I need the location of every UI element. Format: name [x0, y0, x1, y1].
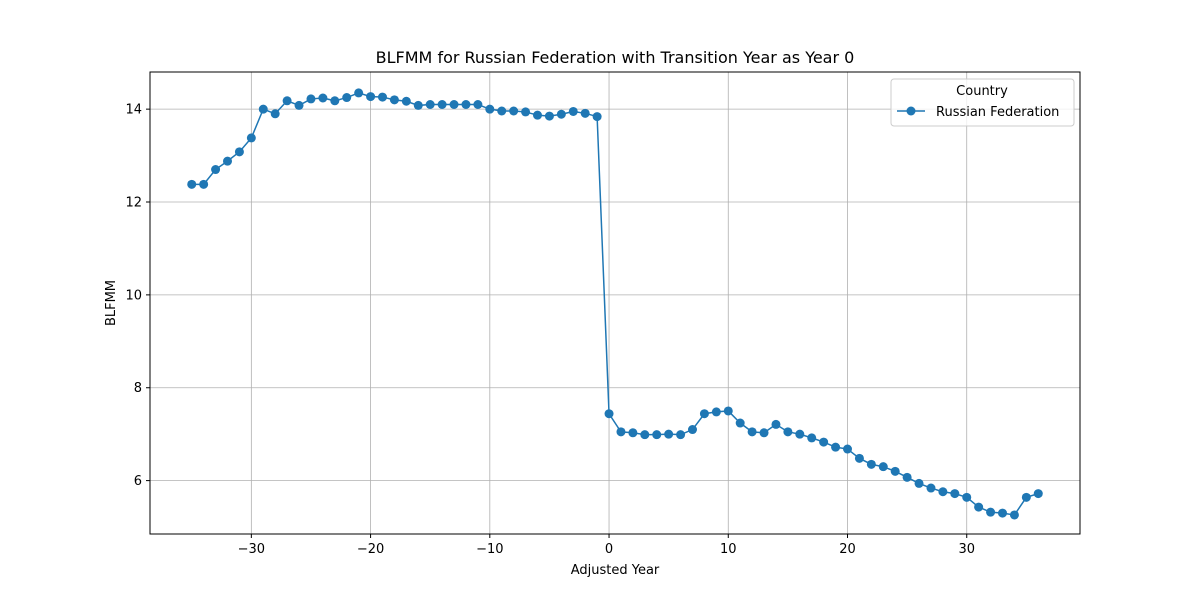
data-point: [866, 459, 876, 469]
data-point: [831, 442, 841, 452]
x-tick-label: 20: [839, 542, 856, 557]
data-point: [437, 100, 447, 110]
data-point: [1021, 492, 1031, 502]
data-point: [688, 425, 697, 435]
x-tick-label: 10: [720, 542, 737, 557]
legend-title: Country: [956, 84, 1008, 99]
data-point: [199, 179, 209, 189]
data-point: [974, 502, 984, 512]
data-point: [485, 104, 495, 114]
data-point: [1009, 510, 1019, 520]
data-point: [938, 487, 948, 497]
data-point: [270, 109, 280, 119]
data-point: [914, 478, 924, 488]
data-point: [509, 106, 519, 116]
data-point: [330, 96, 340, 106]
plot-frame: [149, 71, 1081, 535]
grid: [150, 72, 1080, 534]
data-point: [807, 433, 817, 443]
data-point: [616, 427, 626, 437]
y-tick-label: 12: [125, 196, 142, 211]
data-point: [759, 428, 769, 438]
data-point: [521, 107, 531, 117]
y-tick-label: 10: [125, 288, 142, 303]
data-point: [1033, 489, 1043, 499]
data-point: [878, 462, 888, 472]
data-point: [652, 430, 662, 440]
data-point: [258, 104, 268, 114]
data-point: [604, 409, 614, 419]
data-point: [556, 109, 566, 119]
data-point: [890, 466, 900, 476]
y-tick-label: 8: [134, 381, 142, 396]
data-point: [926, 483, 936, 493]
data-point: [461, 100, 471, 110]
data-point: [771, 419, 781, 429]
x-axis-label: Adjusted Year: [571, 563, 660, 578]
data-point: [962, 492, 972, 502]
data-point: [449, 100, 459, 110]
data-point: [819, 437, 829, 447]
data-point: [723, 406, 733, 416]
x-tick-label: −10: [476, 542, 503, 557]
legend-marker-swatch: [906, 106, 916, 116]
data-point: [389, 95, 399, 105]
data-point: [843, 444, 852, 454]
data-point: [413, 100, 423, 110]
data-point: [664, 429, 674, 439]
ticks: −30 −20 −10 0 10 20 30 6 8 10 12 14: [125, 103, 975, 557]
chart-title: BLFMM for Russian Federation with Transi…: [376, 48, 855, 67]
data-point: [473, 100, 483, 110]
data-point: [783, 427, 793, 437]
data-point: [711, 407, 721, 417]
data-point: [234, 147, 244, 157]
data-point: [735, 418, 745, 428]
data-point: [795, 429, 805, 439]
y-axis-label: BLFMM: [104, 280, 119, 326]
data-point: [580, 108, 590, 118]
data-point: [854, 453, 864, 463]
x-tick-label: 0: [605, 542, 613, 557]
data-point: [533, 110, 542, 120]
series-layer: [187, 88, 1043, 520]
data-point: [211, 165, 221, 175]
legend: Country Russian Federation: [890, 78, 1075, 127]
data-point: [223, 156, 232, 166]
legend-box: [890, 78, 1075, 127]
data-point: [592, 112, 602, 122]
data-point: [282, 96, 292, 106]
x-tick-label: −30: [238, 542, 265, 557]
data-point: [676, 430, 686, 440]
legend-entry-label: Russian Federation: [936, 105, 1059, 120]
data-point: [187, 179, 197, 189]
data-point: [568, 106, 578, 116]
data-point: [998, 508, 1007, 518]
data-point: [378, 92, 387, 102]
data-point: [354, 88, 364, 98]
data-point: [497, 106, 507, 116]
y-tick-label: 6: [134, 474, 142, 489]
data-point: [747, 427, 757, 437]
data-point: [902, 472, 912, 482]
data-point: [246, 133, 256, 143]
data-point: [699, 409, 709, 419]
data-point: [425, 100, 435, 110]
data-point: [628, 428, 638, 438]
data-point: [318, 93, 328, 103]
data-point: [544, 111, 554, 121]
data-point: [366, 92, 376, 102]
data-point: [294, 100, 304, 110]
x-tick-label: −20: [357, 542, 384, 557]
data-point: [401, 96, 411, 106]
data-point: [950, 489, 960, 499]
y-tick-label: 14: [125, 103, 142, 118]
data-point: [342, 93, 352, 103]
data-point: [640, 430, 650, 440]
data-point: [306, 94, 316, 104]
x-tick-label: 30: [958, 542, 975, 557]
data-point: [986, 507, 996, 517]
